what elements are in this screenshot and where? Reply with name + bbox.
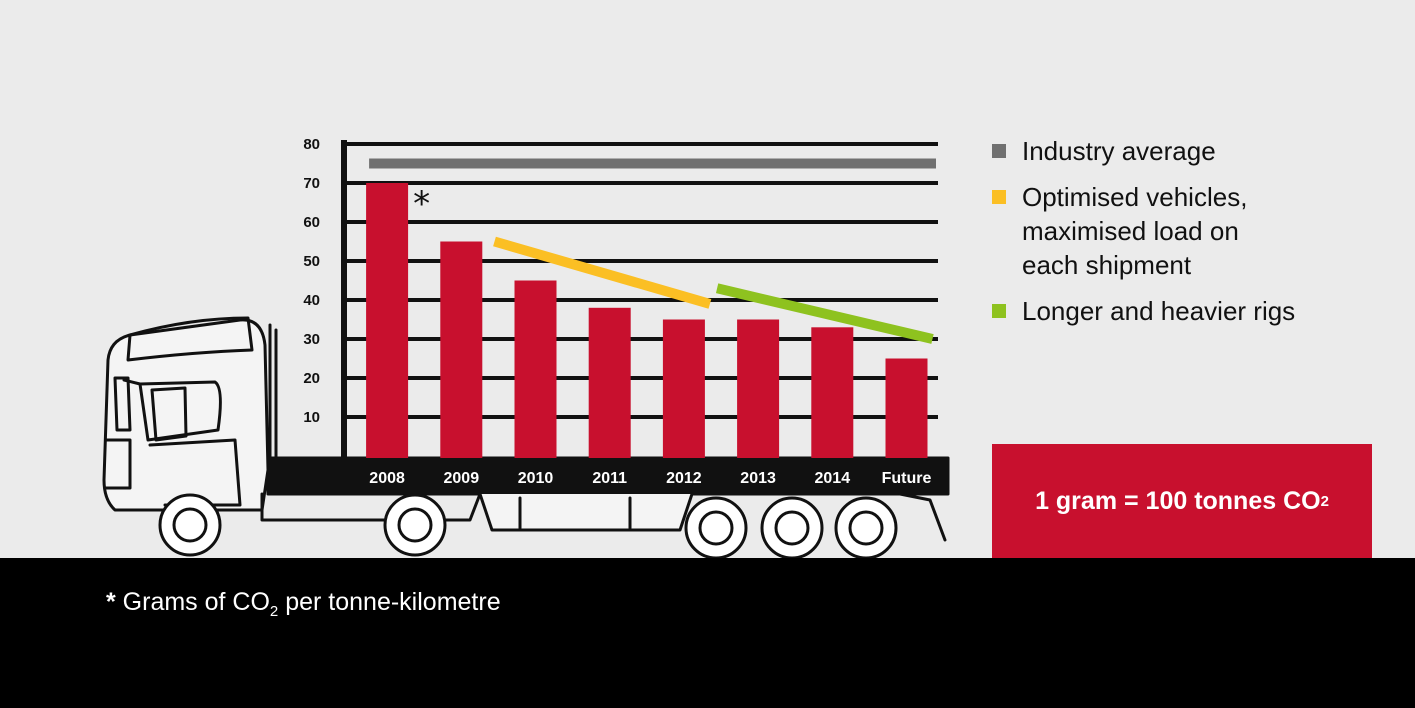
- y-axis-ticks: 10 20 30 40 50 60 70 80: [303, 136, 320, 426]
- footnote-text: Grams of CO: [115, 588, 270, 616]
- legend-swatch: [992, 190, 1006, 204]
- callout-text: 1 gram = 100 tonnes CO: [1035, 486, 1321, 515]
- footnote-subscript: 2: [269, 603, 279, 620]
- x-tick-label: 2011: [592, 470, 627, 487]
- legend-label: Industry average: [1022, 136, 1216, 166]
- footnote: * Grams of CO2 per tonne-kilometre: [106, 588, 501, 620]
- y-tick-label: 30: [303, 331, 320, 348]
- x-axis-categories: 2008 2009 2010 2011 2012 2013 2014 Future: [369, 470, 931, 487]
- callout-subscript: 2: [1320, 492, 1329, 510]
- truck-illustration: [102, 140, 950, 560]
- reference-line: [493, 236, 712, 309]
- x-tick-label: 2010: [518, 470, 554, 487]
- footnote-star: *: [106, 588, 116, 616]
- legend-item-longer-heavier-rigs: Longer and heavier rigs: [992, 294, 1392, 328]
- y-tick-label: 10: [303, 409, 320, 426]
- y-tick-label: 50: [303, 253, 320, 270]
- legend-item-industry-average: Industry average: [992, 134, 1392, 168]
- y-tick-label: 40: [303, 292, 320, 309]
- bar: [366, 183, 409, 458]
- x-tick-label: 2014: [815, 470, 851, 487]
- y-tick-label: 70: [303, 175, 320, 192]
- legend-label: Longer and heavier rigs: [1022, 296, 1296, 326]
- annotations: *: [413, 184, 430, 224]
- x-tick-label: Future: [882, 470, 932, 487]
- y-tick-label: 20: [303, 370, 320, 387]
- bar: [440, 241, 483, 458]
- bar: [811, 327, 854, 458]
- reference-line: [715, 283, 934, 344]
- y-tick-label: 60: [303, 214, 320, 231]
- bar: [885, 358, 928, 458]
- bars: [366, 183, 928, 458]
- legend: Industry average Optimised vehicles, max…: [992, 134, 1392, 340]
- conversion-callout: 1 gram = 100 tonnes CO 2: [992, 444, 1372, 558]
- legend-swatch: [992, 304, 1006, 318]
- reference-lines: [369, 158, 936, 344]
- bar: [662, 319, 705, 458]
- bar: [588, 307, 631, 458]
- y-tick-label: 80: [303, 136, 320, 153]
- x-tick-label: 2008: [369, 470, 405, 487]
- bar-annotation-star: *: [413, 184, 430, 224]
- x-tick-label: 2013: [740, 470, 776, 487]
- footer-band: [0, 558, 1415, 708]
- bar: [514, 280, 557, 458]
- legend-label: Optimised vehicles, maximised load on ea…: [1022, 182, 1248, 280]
- footnote-suffix: per tonne-kilometre: [278, 588, 501, 616]
- legend-item-optimised-vehicles: Optimised vehicles, maximised load on ea…: [992, 180, 1392, 282]
- x-tick-label: 2009: [444, 470, 480, 487]
- legend-swatch: [992, 144, 1006, 158]
- bar: [737, 319, 780, 458]
- x-tick-label: 2012: [666, 470, 702, 487]
